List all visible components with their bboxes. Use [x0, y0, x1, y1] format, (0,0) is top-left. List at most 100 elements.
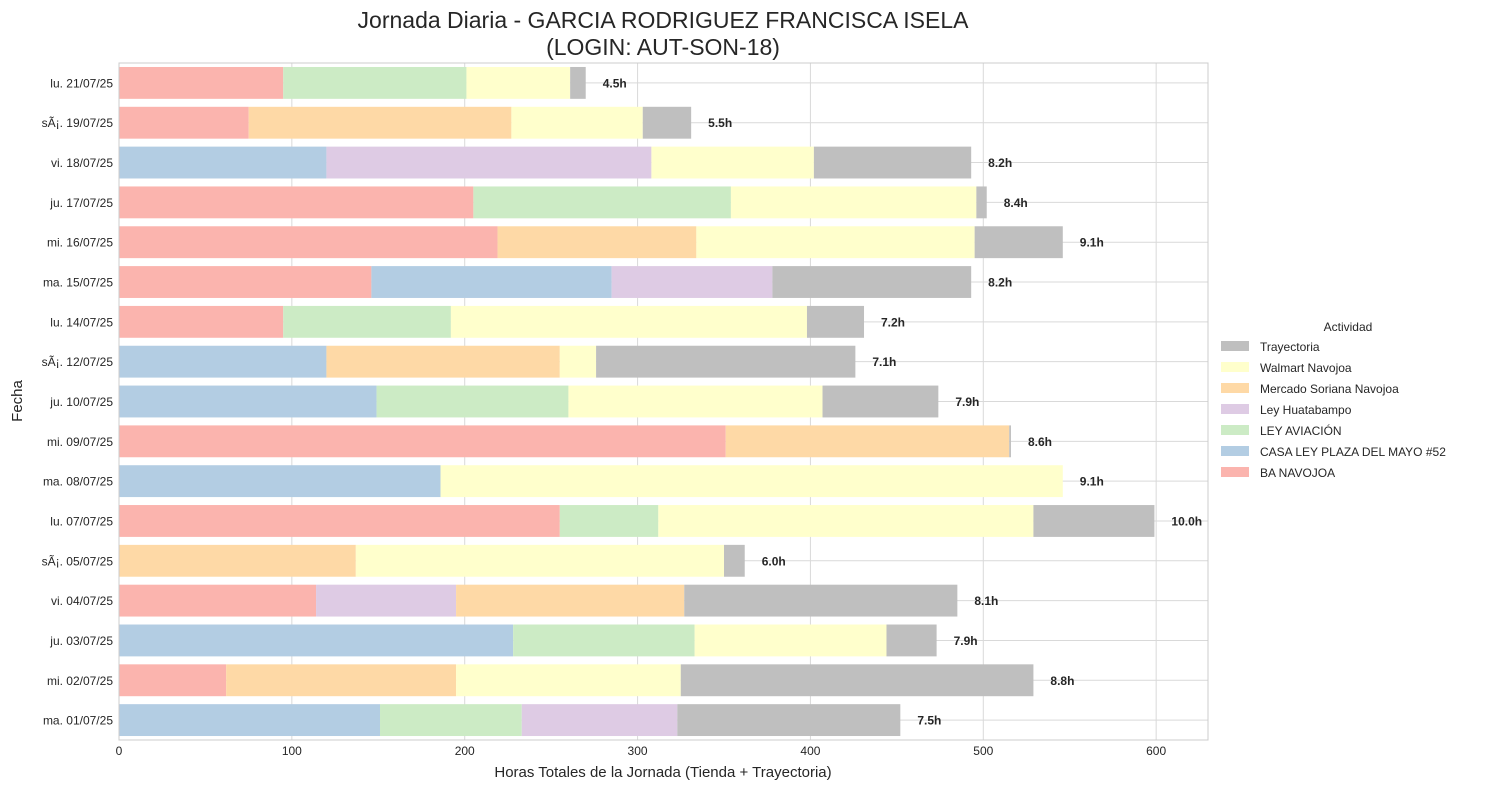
bar-segment-casa-ley-plaza-del-mayo-52 — [119, 704, 381, 737]
y-tick-label: sÃ¡. 19/07/25 — [42, 116, 114, 130]
y-tick-label: vi. 18/07/25 — [51, 156, 113, 170]
total-hours-label: 8.4h — [1004, 196, 1028, 210]
bar-segment-ley-huatabampo — [521, 704, 678, 737]
bar-segment-ba-navojoa — [119, 266, 372, 298]
bar-segment-ba-navojoa — [119, 505, 560, 537]
bar-segment-trayectoria — [822, 385, 939, 418]
legend-label-ley-aviacion: LEY AVIACIÓN — [1260, 423, 1342, 438]
x-tick-labels: 0 100 200 300 400 500 600 — [116, 744, 1167, 758]
total-hours-label: 10.0h — [1171, 514, 1202, 528]
legend-swatch-ley-huatabampo — [1221, 404, 1249, 414]
bar-segment-trayectoria — [813, 146, 972, 179]
x-tick-label: 200 — [455, 744, 475, 758]
bar-segment-walmart-navojoa — [696, 226, 975, 259]
total-hours-label: 5.5h — [708, 116, 732, 130]
bar-segment-mercado-soriana-navojoa — [119, 544, 356, 577]
bar-segment-casa-ley-plaza-del-mayo-52 — [119, 465, 441, 498]
bar-segment-walmart-navojoa — [440, 465, 1063, 498]
y-tick-label: mi. 09/07/25 — [47, 435, 113, 449]
x-tick-label: 0 — [116, 744, 123, 758]
total-hours-label: 7.9h — [954, 634, 978, 648]
bar-segment-ley-aviacion — [513, 624, 695, 657]
bar-segment-trayectoria — [974, 226, 1063, 259]
bar-segment-walmart-navojoa — [559, 345, 597, 378]
total-hours-label: 8.2h — [988, 276, 1012, 290]
bar-segment-ley-aviacion — [559, 505, 659, 537]
bar-segment-casa-ley-plaza-del-mayo-52 — [371, 266, 612, 298]
bar-segment-trayectoria — [806, 305, 865, 338]
legend-swatch-walmart-navojoa — [1221, 362, 1249, 372]
bar-segment-ba-navojoa — [119, 106, 249, 139]
chart-title-line1: Jornada Diaria - GARCIA RODRIGUEZ FRANCI… — [358, 7, 970, 33]
y-tick-label: lu. 07/07/25 — [50, 514, 113, 528]
y-tick-label: vi. 04/07/25 — [51, 594, 113, 608]
bar-segment-casa-ley-plaza-del-mayo-52 — [119, 385, 377, 418]
total-hours-labels: 4.5h 5.5h 8.2h 8.4h 9.1h 8.2h 7.2h 7.1h 7.9h 8.6h… — [603, 76, 1202, 727]
total-hours-label: 6.0h — [762, 554, 786, 568]
bar-segment-walmart-navojoa — [355, 544, 724, 577]
y-axis-label: Fecha — [9, 380, 26, 422]
legend-label-walmart-navojoa: Walmart Navojoa — [1260, 361, 1352, 375]
y-tick-label: lu. 14/07/25 — [50, 315, 113, 329]
total-hours-label: 8.1h — [974, 594, 998, 608]
bar-segment-trayectoria — [642, 106, 692, 139]
bar-segment-ley-huatabampo — [316, 584, 457, 617]
legend-swatch-casa-ley-plaza-del-mayo-52 — [1221, 446, 1249, 456]
bar-segment-casa-ley-plaza-del-mayo-52 — [119, 624, 514, 657]
bar-segment-ba-navojoa — [119, 66, 284, 99]
x-tick-label: 300 — [628, 744, 648, 758]
chart-title-line2: (LOGIN: AUT-SON-18) — [546, 34, 780, 60]
bar-segment-walmart-navojoa — [651, 146, 814, 179]
x-axis-label: Horas Totales de la Jornada (Tienda + Tr… — [494, 764, 831, 781]
bar-segment-ley-huatabampo — [611, 266, 773, 298]
bar-segment-ley-aviacion — [283, 66, 467, 99]
bar-segment-walmart-navojoa — [658, 505, 1034, 537]
y-tick-label: ju. 10/07/25 — [49, 395, 113, 409]
bar-segment-mercado-soriana-navojoa — [725, 425, 1010, 458]
bar-segment-ba-navojoa — [119, 226, 498, 259]
bar-segment-ba-navojoa — [119, 186, 474, 219]
x-tick-label: 100 — [282, 744, 302, 758]
y-tick-label: sÃ¡. 05/07/25 — [42, 554, 114, 568]
legend-label-ley-huatabampo: Ley Huatabampo — [1260, 403, 1352, 417]
legend-swatch-ba-navojoa — [1221, 467, 1249, 477]
bars-group — [119, 66, 1155, 737]
bar-segment-casa-ley-plaza-del-mayo-52 — [119, 146, 327, 179]
bar-segment-ba-navojoa — [119, 425, 726, 458]
x-tick-label: 400 — [800, 744, 820, 758]
bar-segment-mercado-soriana-navojoa — [326, 345, 560, 378]
bar-segment-trayectoria — [772, 266, 972, 298]
bar-segment-trayectoria — [680, 664, 1034, 697]
bar-segment-walmart-navojoa — [730, 186, 977, 219]
y-tick-label: ma. 08/07/25 — [43, 475, 113, 489]
bar-segment-trayectoria — [886, 624, 937, 657]
y-tick-label: sÃ¡. 12/07/25 — [42, 355, 114, 369]
bar-segment-walmart-navojoa — [511, 106, 643, 139]
bar-segment-trayectoria — [684, 584, 958, 617]
y-tick-label: ma. 01/07/25 — [43, 714, 113, 728]
bar-segment-mercado-soriana-navojoa — [248, 106, 512, 139]
bar-segment-ba-navojoa — [119, 305, 284, 338]
bar-segment-trayectoria — [570, 66, 586, 99]
y-tick-label: ju. 17/07/25 — [49, 196, 113, 210]
total-hours-label: 9.1h — [1080, 236, 1104, 250]
y-tick-labels: lu. 21/07/25 sÃ¡. 19/07/25 vi. 18/07/25 ju.… — [42, 76, 114, 727]
bar-segment-trayectoria — [677, 704, 901, 737]
x-tick-label: 600 — [1146, 744, 1166, 758]
total-hours-label: 7.1h — [872, 355, 896, 369]
bar-segment-ley-aviacion — [376, 385, 569, 418]
x-tick-label: 500 — [973, 744, 993, 758]
bar-segment-ley-aviacion — [283, 305, 451, 338]
y-tick-label: ma. 15/07/25 — [43, 276, 113, 290]
plot-frame — [118, 62, 1209, 741]
bar-segment-ley-aviacion — [380, 704, 522, 737]
bar-segment-walmart-navojoa — [568, 385, 823, 418]
total-hours-label: 8.2h — [988, 156, 1012, 170]
bar-segment-walmart-navojoa — [450, 305, 807, 338]
total-hours-label: 8.6h — [1028, 435, 1052, 449]
bar-segment-trayectoria — [1033, 505, 1155, 537]
total-hours-label: 9.1h — [1080, 475, 1104, 489]
bar-segment-walmart-navojoa — [694, 624, 887, 657]
legend-label-mercado-soriana-navojoa: Mercado Soriana Navojoa — [1260, 382, 1399, 396]
